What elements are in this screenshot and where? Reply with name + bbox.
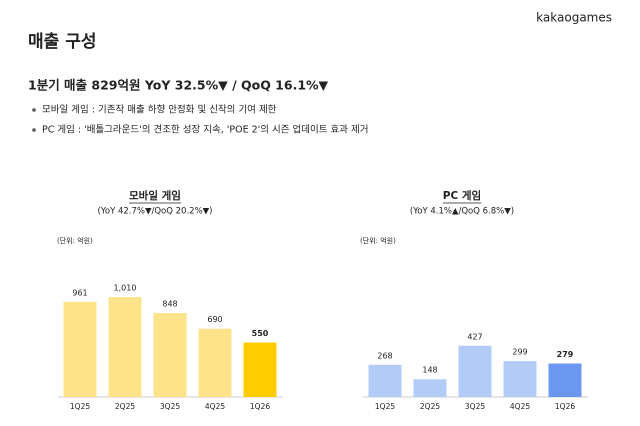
bar xyxy=(243,342,277,397)
value-label: 148 xyxy=(422,366,437,375)
x-tick-label: 1Q26 xyxy=(555,402,575,411)
bar xyxy=(153,313,187,397)
bar xyxy=(198,328,232,397)
x-tick-label: 1Q25 xyxy=(70,402,90,411)
bullet-dot xyxy=(32,128,36,132)
unit-label: (단위: 억원) xyxy=(360,236,396,245)
chart-title: PC 게임 xyxy=(443,189,481,202)
value-label: 550 xyxy=(252,329,269,338)
x-tick-label: 3Q25 xyxy=(465,402,485,411)
bar xyxy=(63,301,97,397)
value-label: 690 xyxy=(207,315,222,324)
headline: 1분기 매출 829억원 YoY 32.5%▼ / QoQ 16.1%▼ xyxy=(28,78,329,93)
bar xyxy=(368,364,402,397)
value-label: 1,010 xyxy=(114,284,137,293)
value-label: 427 xyxy=(467,332,482,341)
x-tick-label: 1Q25 xyxy=(375,402,395,411)
x-tick-label: 2Q25 xyxy=(420,402,440,411)
value-label: 848 xyxy=(162,300,177,309)
value-label: 961 xyxy=(72,288,87,297)
bullet: 모바일 게임 : 기존작 매출 하향 안정화 및 신작의 기여 제한 xyxy=(42,104,277,116)
value-label: 299 xyxy=(512,348,527,357)
x-tick-label: 4Q25 xyxy=(205,402,225,411)
page-title: 매출 구성 xyxy=(28,32,96,52)
chart-subtitle: (YoY 4.1%▲/QoQ 6.8%▼) xyxy=(410,207,514,217)
value-label: 279 xyxy=(557,350,574,359)
bar xyxy=(548,363,582,397)
bar xyxy=(108,297,142,397)
value-label: 268 xyxy=(377,351,392,360)
x-tick-label: 1Q26 xyxy=(250,402,270,411)
bar xyxy=(458,345,492,397)
bullet: PC 게임 : '배틀그라운드'의 견조한 성장 지속, 'POE 2'의 시즌… xyxy=(42,124,369,136)
chart-subtitle: (YoY 42.7%▼/QoQ 20.2%▼) xyxy=(97,207,212,217)
x-tick-label: 4Q25 xyxy=(510,402,530,411)
unit-label: (단위: 억원) xyxy=(57,236,93,245)
chart-title: 모바일 게임 xyxy=(129,189,181,202)
bullet-dot xyxy=(32,108,36,112)
bar xyxy=(503,361,537,397)
bar xyxy=(413,379,447,397)
logo: kakaogames xyxy=(536,11,612,25)
x-tick-label: 3Q25 xyxy=(160,402,180,411)
x-tick-label: 2Q25 xyxy=(115,402,135,411)
